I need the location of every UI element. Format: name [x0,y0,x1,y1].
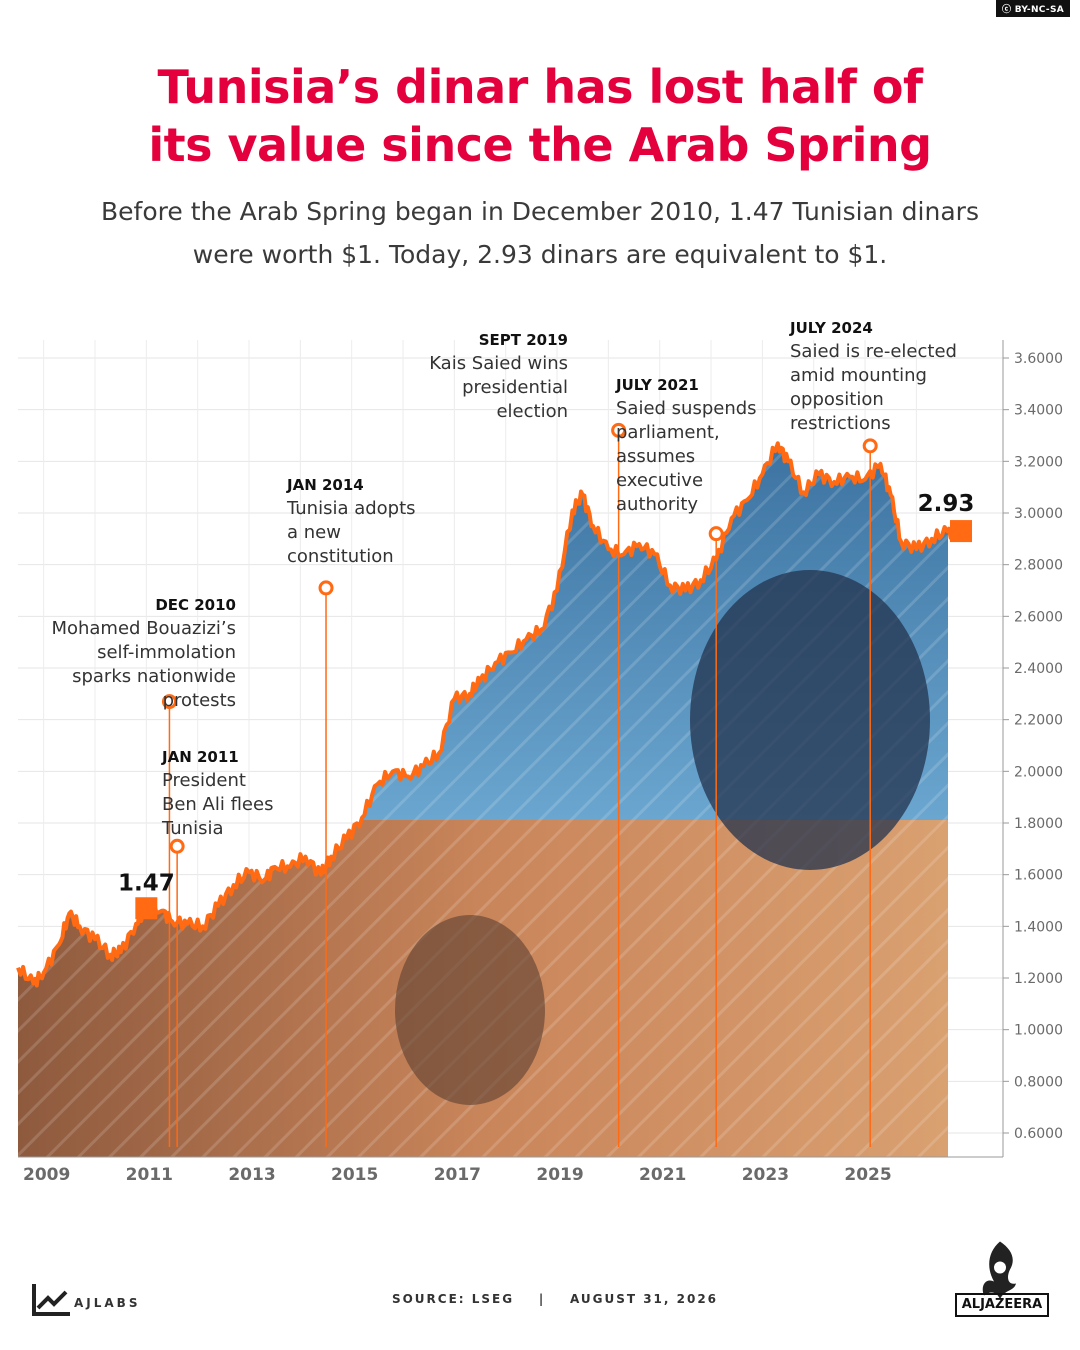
annotation-marker-3 [611,422,627,438]
annotation-text-0-2: sparks nationwide [72,666,236,687]
annotation-text-3-1: presidential [462,377,568,398]
y-tick-label-4: 1.4000 [1014,919,1063,935]
y-tick-label-9: 2.4000 [1014,661,1063,677]
annotation-date-1: JAN 2011 [161,748,239,766]
x-tick-label-1: 2011 [126,1165,173,1185]
annotation-text-4-0: Saied suspends [616,398,757,419]
annotation-2: JAN 2014 Tunisia adopts a new constitution [286,476,416,1147]
annotation-0: DEC 2010 Mohamed Bouazizi’s self-immolatio… [51,596,236,1147]
y-tick-label-1: 0.8000 [1014,1074,1063,1090]
annotation-text-1-2: Tunisia [161,818,224,839]
annotation-5: JULY 2024 Saied is re-elected amid mountin… [789,319,957,1147]
y-tick-label-15: 3.6000 [1014,351,1063,367]
footer-source: SOURCE: LSEG | AUGUST 31, 2026 [380,1292,730,1306]
annotation-3: SEPT 2019 Kais Saied wins presidential elec… [429,331,627,1147]
annotation-4: JULY 2021 Saied suspends parliament, assume… [615,376,757,1147]
x-tick-label-5: 2019 [536,1165,583,1185]
x-tick-label-8: 2025 [844,1165,891,1185]
y-tick-label-13: 3.2000 [1014,454,1063,470]
x-tick-label-0: 2009 [23,1165,70,1185]
y-tick-label-7: 2.0000 [1014,764,1063,780]
y-tick-label-2: 1.0000 [1014,1023,1063,1039]
ajlabs-logo-icon [32,1284,70,1316]
page-subtitle: Before the Arab Spring began in December… [80,190,1000,276]
annotation-1: JAN 2011 President Ben Ali flees Tunisia [161,748,273,1147]
title-line-2: its value since the Arab Spring [148,118,932,172]
y-tick-label-14: 3.4000 [1014,403,1063,419]
license-text: BY-NC-SA [1014,5,1064,15]
annotation-date-5: JULY 2024 [789,319,873,337]
annotation-text-4-2: assumes [616,446,695,467]
page-title: Tunisia’s dinar has lost half of its val… [0,58,1080,174]
end-marker [950,520,972,543]
source-text: SOURCE: LSEG [391,1292,515,1306]
start-marker [135,897,158,920]
y-tick-label-5: 1.6000 [1014,868,1063,884]
x-tick-label-4: 2017 [434,1165,481,1185]
annotation-marker-4 [708,526,724,542]
banknote-area-fill [18,443,948,1158]
annotation-text-5-0: Saied is re-elected [790,341,957,362]
annotation-text-1-1: Ben Ali flees [162,794,273,815]
subtitle-line-2: were worth $1. Today, 2.93 dinars are eq… [192,240,888,269]
footer-date: AUGUST 31, 2026 [569,1292,719,1306]
annotation-text-4-1: parliament, [616,422,720,443]
footer-separator: | [538,1292,546,1306]
annotation-text-2-2: constitution [287,546,394,567]
x-tick-label-7: 2023 [742,1165,789,1185]
annotation-marker-1 [169,838,185,854]
exchange-rate-line [16,441,970,988]
axes: 0.6000 0.8000 1.0000 1.2000 1.4000 1.6000 1.80… [18,340,1063,1185]
annotation-date-0: DEC 2010 [155,596,236,614]
title-line-1: Tunisia’s dinar has lost half of [157,60,923,114]
annotation-text-4-3: executive [616,470,703,491]
annotation-text-2-0: Tunisia adopts [286,498,416,519]
aljazeera-label: ALJAZEERA [955,1293,1049,1317]
start-value-label: 1.47 [118,870,175,896]
annotation-marker-5 [862,438,878,454]
annotation-text-5-3: restrictions [790,413,891,434]
annotation-date-2: JAN 2014 [286,476,364,494]
x-tick-label-2: 2013 [228,1165,275,1185]
annotation-text-5-1: amid mounting [790,365,927,386]
y-tick-label-11: 2.8000 [1014,558,1063,574]
endpoint-labels: 1.47 2.93 [118,491,975,920]
annotations: DEC 2010 Mohamed Bouazizi’s self-immolatio… [51,319,957,1147]
annotation-text-5-2: opposition [790,389,884,410]
annotation-date-3: SEPT 2019 [479,331,568,349]
annotation-marker-2 [318,580,334,596]
annotation-text-0-3: protests [163,690,236,711]
x-tick-label-3: 2015 [331,1165,378,1185]
y-tick-label-8: 2.2000 [1014,713,1063,729]
y-tick-label-6: 1.8000 [1014,816,1063,832]
license-badge: ⓒ BY-NC-SA [996,0,1070,17]
annotation-text-4-4: authority [616,494,698,515]
x-tick-label-6: 2021 [639,1165,686,1185]
y-tick-label-10: 2.6000 [1014,609,1063,625]
y-tick-label-3: 1.2000 [1014,971,1063,987]
annotation-text-0-0: Mohamed Bouazizi’s [51,618,236,639]
y-tick-label-12: 3.0000 [1014,506,1063,522]
annotation-text-2-1: a new [287,522,341,543]
annotation-date-4: JULY 2021 [615,376,699,394]
y-tick-label-0: 0.6000 [1014,1126,1063,1142]
annotation-text-0-1: self-immolation [97,642,236,663]
ajlabs-label: AJLABS [74,1296,141,1310]
annotation-text-3-2: election [496,401,568,422]
annotation-marker-0 [161,694,177,710]
annotation-text-1-0: President [162,770,246,791]
exchange-rate-chart: DEC 2010 Mohamed Bouazizi’s self-immolatio… [16,319,1063,1185]
subtitle-line-1: Before the Arab Spring began in December… [101,197,979,226]
end-value-label: 2.93 [918,491,975,517]
annotation-text-3-0: Kais Saied wins [429,353,568,374]
aljazeera-logo-icon [982,1241,1016,1300]
